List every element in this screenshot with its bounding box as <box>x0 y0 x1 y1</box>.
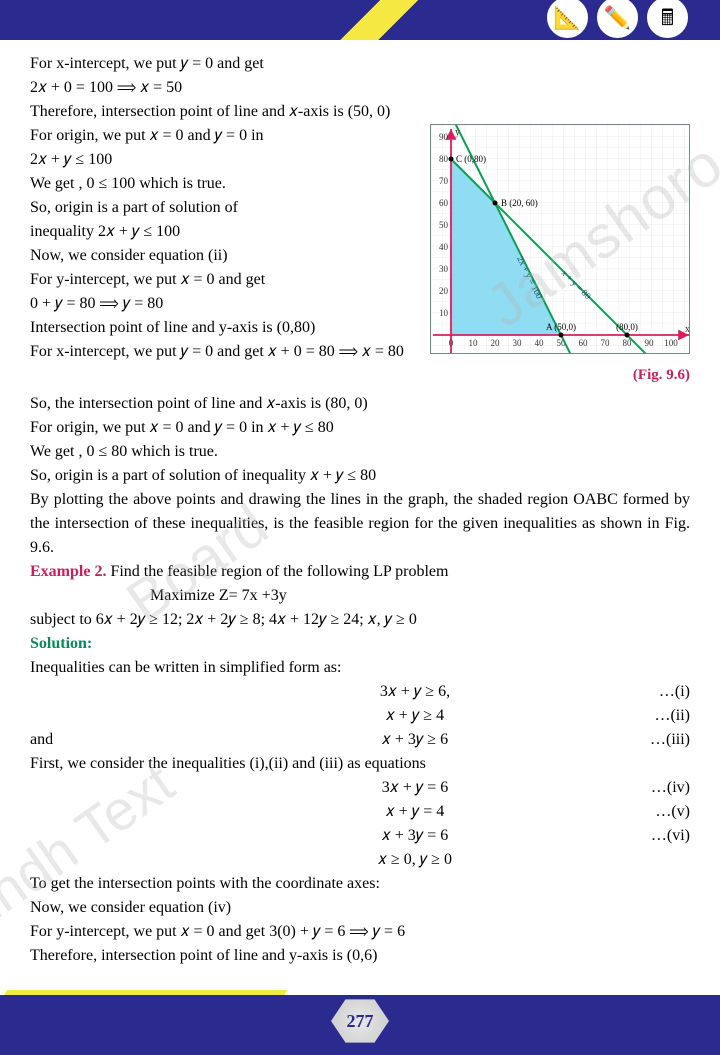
equation: 3𝑥 + 𝑦 ≥ 6, <box>80 680 630 704</box>
equation-row: 3𝑥 + 𝑦 ≥ 6,…(i) <box>30 680 690 704</box>
svg-text:(80,0): (80,0) <box>616 322 638 332</box>
svg-text:40: 40 <box>535 338 545 348</box>
svg-text:10: 10 <box>439 308 449 318</box>
text-line: For y-intercept, we put 𝑥 = 0 and get 3(… <box>30 920 690 944</box>
example-text: Find the feasible region of the followin… <box>106 563 448 580</box>
svg-text:90: 90 <box>439 132 449 142</box>
solution-label: Solution: <box>30 632 690 656</box>
svg-text:y: y <box>455 127 460 138</box>
equation: 3𝑥 + 𝑦 = 6 <box>80 776 630 800</box>
equation-number: …(ii) <box>630 704 690 728</box>
text-line: Inequalities can be written in simplifie… <box>30 656 690 680</box>
svg-text:0: 0 <box>449 338 454 348</box>
svg-text:70: 70 <box>601 338 611 348</box>
text-line: Therefore, intersection point of line an… <box>30 100 690 124</box>
calculator-icon: 🖩 <box>645 0 690 40</box>
svg-text:20: 20 <box>439 286 449 296</box>
svg-text:100: 100 <box>664 338 678 348</box>
equation-row: 𝑥 ≥ 0, 𝑦 ≥ 0 <box>30 848 690 872</box>
equation-number: …(v) <box>630 800 690 824</box>
equation: 𝑥 + 𝑦 ≥ 4 <box>80 704 630 728</box>
equation-number: …(iv) <box>630 776 690 800</box>
text-line: 2𝑥 + 0 = 100 ⟹ 𝑥 = 50 <box>30 76 690 100</box>
svg-text:B (20, 60): B (20, 60) <box>501 198 538 208</box>
equation-row: 𝑥 + 𝑦 ≥ 4…(ii) <box>30 704 690 728</box>
svg-text:40: 40 <box>439 242 449 252</box>
text-line: First, we consider the inequalities (i),… <box>30 752 690 776</box>
text-line: So, origin is a part of solution of ineq… <box>30 464 690 488</box>
equation-number: …(i) <box>630 680 690 704</box>
maximize-line: Maximize Z= 7x +3y <box>30 584 690 608</box>
text-line: By plotting the above points and drawing… <box>30 488 690 560</box>
text-line: Therefore, intersection point of line an… <box>30 944 690 968</box>
example-heading: Example 2. Find the feasible region of t… <box>30 560 690 584</box>
equation-row: 𝑥 + 3𝑦 = 6…(vi) <box>30 824 690 848</box>
top-border-decoration: 📐 ✏️ 🖩 <box>0 0 720 40</box>
equation: 𝑥 + 3𝑦 ≥ 6 <box>80 728 630 752</box>
text-line: Now, we consider equation (iv) <box>30 896 690 920</box>
svg-text:90: 90 <box>645 338 655 348</box>
text-line: So, the intersection point of line and 𝑥… <box>30 392 690 416</box>
equation: 𝑥 + 𝑦 = 4 <box>80 800 630 824</box>
svg-text:80: 80 <box>439 154 449 164</box>
text-line: For x-intercept, we put 𝑦 = 0 and get <box>30 52 690 76</box>
equation-number: …(vi) <box>630 824 690 848</box>
svg-text:70: 70 <box>439 176 449 186</box>
svg-text:10: 10 <box>469 338 479 348</box>
example-label: Example 2. <box>30 563 106 580</box>
equation-row: and𝑥 + 3𝑦 ≥ 6…(iii) <box>30 728 690 752</box>
svg-text:20: 20 <box>491 338 501 348</box>
text-line: We get , 0 ≤ 80 which is true. <box>30 440 690 464</box>
svg-text:60: 60 <box>439 198 449 208</box>
equation: 𝑥 ≥ 0, 𝑦 ≥ 0 <box>80 848 630 872</box>
figure-label: (Fig. 9.6) <box>430 364 690 387</box>
and-label: and <box>30 728 80 752</box>
svg-text:C (0,80): C (0,80) <box>456 154 486 164</box>
pencil-icon: ✏️ <box>595 0 640 40</box>
svg-text:A (50,0): A (50,0) <box>546 322 576 332</box>
svg-text:30: 30 <box>513 338 523 348</box>
subject-to-line: subject to 6𝑥 + 2𝑦 ≥ 12; 2𝑥 + 2𝑦 ≥ 8; 4𝑥… <box>30 608 690 632</box>
equation-row: 𝑥 + 𝑦 = 4…(v) <box>30 800 690 824</box>
text-line: To get the intersection points with the … <box>30 872 690 896</box>
svg-text:x + y = 80: x + y = 80 <box>560 268 594 302</box>
equation-row: 3𝑥 + 𝑦 = 6…(iv) <box>30 776 690 800</box>
compass-icon: 📐 <box>545 0 590 40</box>
svg-text:60: 60 <box>579 338 589 348</box>
svg-text:x: x <box>685 324 690 335</box>
svg-text:30: 30 <box>439 264 449 274</box>
svg-text:50: 50 <box>439 220 449 230</box>
equation: 𝑥 + 3𝑦 = 6 <box>80 824 630 848</box>
page-content: Jamshoro Board Sindh Text For x-intercep… <box>0 40 720 968</box>
feasible-region-graph: 0102030405060708090100102030405060708090… <box>430 124 690 354</box>
text-line: For origin, we put 𝑥 = 0 and 𝑦 = 0 in 𝑥 … <box>30 416 690 440</box>
graph-container: 0102030405060708090100102030405060708090… <box>430 124 690 387</box>
header-icons: 📐 ✏️ 🖩 <box>545 0 690 40</box>
equation-number: …(iii) <box>630 728 690 752</box>
